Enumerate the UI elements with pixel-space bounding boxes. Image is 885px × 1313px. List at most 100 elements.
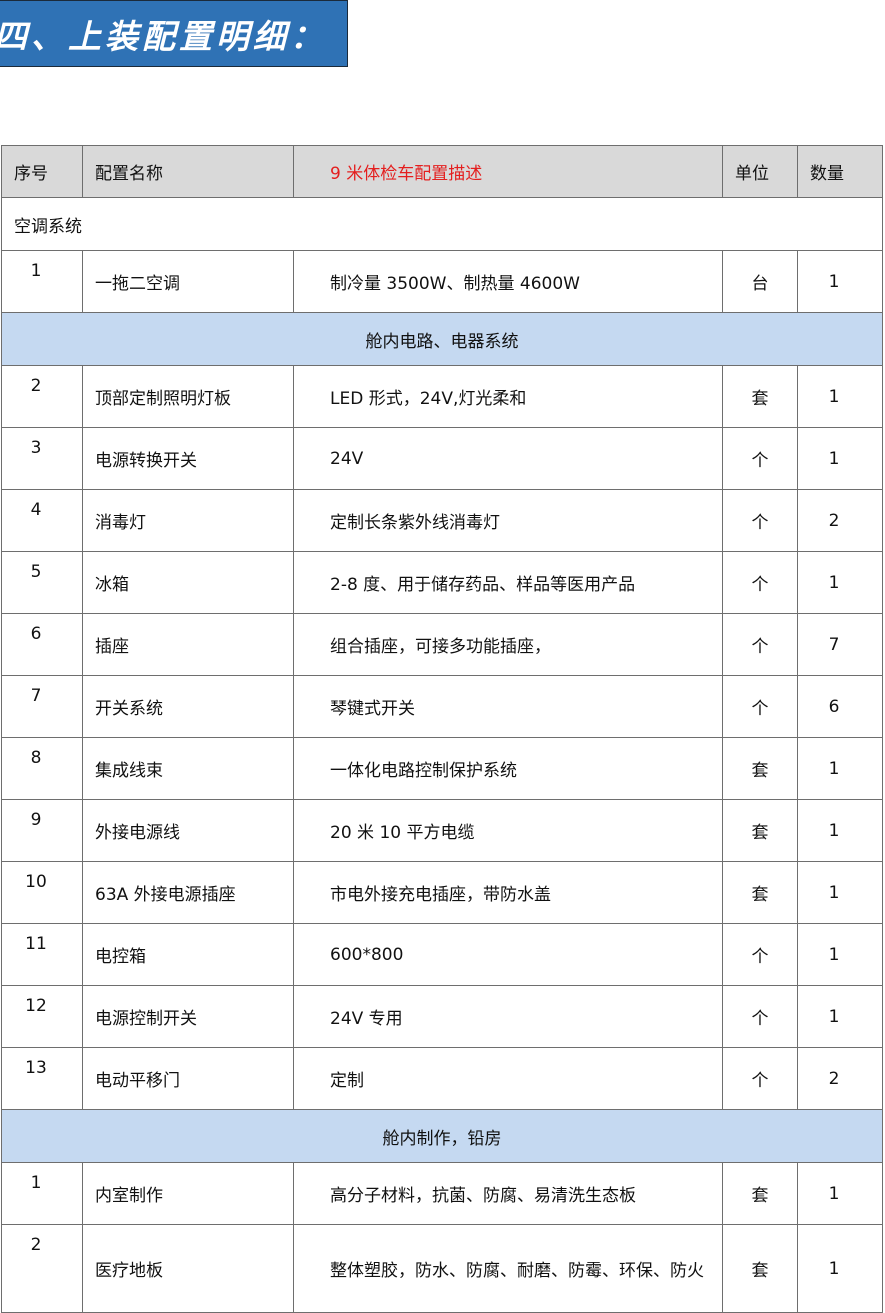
row-index: 8 — [1, 737, 83, 800]
row-name: 电动平移门 — [82, 1047, 294, 1110]
row-quantity: 1 — [797, 1162, 883, 1225]
table-row: 7 开关系统 琴键式开关个 6 — [1, 675, 883, 738]
header-name: 配置名称 — [82, 145, 294, 198]
section-title: 舱内电路、电器系统 — [1, 312, 883, 366]
table-row: 4 消毒灯 定制长条紫外线消毒灯个 2 — [1, 489, 883, 552]
row-description: 定制 — [293, 1047, 723, 1110]
row-unit: 套 — [722, 1162, 798, 1225]
row-index: 4 — [1, 489, 83, 552]
row-name: 医疗地板 — [82, 1224, 294, 1313]
row-quantity: 2 — [797, 1047, 883, 1110]
row-unit: 套 — [722, 1224, 798, 1313]
row-quantity: 1 — [797, 861, 883, 924]
row-index: 11 — [1, 923, 83, 986]
row-index: 10 — [1, 861, 83, 924]
table-header-row: 序号 配置名称 9 米体检车配置描述 单位 数量 — [1, 145, 883, 198]
row-description: 琴键式开关 — [293, 675, 723, 738]
row-description: 600*800 — [293, 923, 723, 986]
row-description: 定制长条紫外线消毒灯 — [293, 489, 723, 552]
row-description: 2-8 度、用于储存药品、样品等医用产品 — [293, 551, 723, 614]
table-row: 12 电源控制开关 24V 专用个 1 — [1, 985, 883, 1048]
row-index: 1 — [1, 250, 83, 313]
row-unit: 个 — [722, 985, 798, 1048]
row-name: 开关系统 — [82, 675, 294, 738]
table-row: 6 插座 组合插座，可接多功能插座，个 7 — [1, 613, 883, 676]
section-row: 舱内制作，铅房 — [1, 1109, 883, 1163]
header-unit: 单位 — [722, 145, 798, 198]
header-quantity: 数量 — [797, 145, 883, 198]
row-description: 制冷量 3500W、制热量 4600W — [293, 250, 723, 313]
table-row: 13 电动平移门 定制个 2 — [1, 1047, 883, 1110]
row-name: 电源转换开关 — [82, 427, 294, 490]
header-index: 序号 — [1, 145, 83, 198]
row-quantity: 1 — [797, 985, 883, 1048]
row-unit: 个 — [722, 1047, 798, 1110]
row-quantity: 6 — [797, 675, 883, 738]
row-description: 整体塑胶，防水、防腐、耐磨、防霉、环保、防火 — [293, 1224, 723, 1313]
row-name: 电源控制开关 — [82, 985, 294, 1048]
table-row: 10 63A 外接电源插座 市电外接充电插座，带防水盖套 1 — [1, 861, 883, 924]
table-row: 5 冰箱 2-8 度、用于储存药品、样品等医用产品个 1 — [1, 551, 883, 614]
row-description: 高分子材料，抗菌、防腐、易清洗生态板 — [293, 1162, 723, 1225]
table-row: 9 外接电源线 20 米 10 平方电缆套 1 — [1, 799, 883, 862]
row-name: 消毒灯 — [82, 489, 294, 552]
row-quantity: 1 — [797, 1224, 883, 1313]
row-unit: 套 — [722, 737, 798, 800]
row-quantity: 1 — [797, 250, 883, 313]
row-quantity: 1 — [797, 365, 883, 428]
row-name: 一拖二空调 — [82, 250, 294, 313]
row-description: 市电外接充电插座，带防水盖 — [293, 861, 723, 924]
row-quantity: 1 — [797, 551, 883, 614]
row-name: 内室制作 — [82, 1162, 294, 1225]
row-description: 组合插座，可接多功能插座， — [293, 613, 723, 676]
section-row: 空调系统 — [1, 197, 883, 251]
row-name: 外接电源线 — [82, 799, 294, 862]
row-unit: 套 — [722, 799, 798, 862]
section-row: 舱内电路、电器系统 — [1, 312, 883, 366]
row-quantity: 1 — [797, 737, 883, 800]
row-unit: 套 — [722, 365, 798, 428]
row-unit: 个 — [722, 923, 798, 986]
table-row: 2 医疗地板 整体塑胶，防水、防腐、耐磨、防霉、环保、防火套 1 — [1, 1224, 883, 1313]
table-row: 1 内室制作 高分子材料，抗菌、防腐、易清洗生态板套 1 — [1, 1162, 883, 1225]
row-quantity: 1 — [797, 923, 883, 986]
row-index: 12 — [1, 985, 83, 1048]
row-unit: 套 — [722, 861, 798, 924]
table-row: 11 电控箱 600*800 个 1 — [1, 923, 883, 986]
row-index: 7 — [1, 675, 83, 738]
row-index: 2 — [1, 365, 83, 428]
row-description: 24V 专用 — [293, 985, 723, 1048]
row-unit: 个 — [722, 551, 798, 614]
banner-title: 四、上装配置明细： — [0, 16, 327, 56]
row-index: 13 — [1, 1047, 83, 1110]
row-quantity: 2 — [797, 489, 883, 552]
row-unit: 个 — [722, 489, 798, 552]
row-quantity: 1 — [797, 427, 883, 490]
table-row: 3 电源转换开关 24V 个 1 — [1, 427, 883, 490]
row-name: 63A 外接电源插座 — [82, 861, 294, 924]
section-banner: 四、上装配置明细： — [0, 0, 348, 67]
row-name: 插座 — [82, 613, 294, 676]
row-description: 24V — [293, 427, 723, 490]
row-quantity: 1 — [797, 799, 883, 862]
row-description: LED 形式，24V,灯光柔和 — [293, 365, 723, 428]
row-index: 1 — [1, 1162, 83, 1225]
row-index: 5 — [1, 551, 83, 614]
section-title: 舱内制作，铅房 — [1, 1109, 883, 1163]
row-unit: 个 — [722, 675, 798, 738]
row-name: 冰箱 — [82, 551, 294, 614]
table-row: 8 集成线束 一体化电路控制保护系统套 1 — [1, 737, 883, 800]
section-title: 空调系统 — [1, 197, 883, 251]
row-unit: 个 — [722, 427, 798, 490]
row-quantity: 7 — [797, 613, 883, 676]
row-unit: 台 — [722, 250, 798, 313]
row-unit: 个 — [722, 613, 798, 676]
row-index: 9 — [1, 799, 83, 862]
row-index: 6 — [1, 613, 83, 676]
table-row: 2 顶部定制照明灯板 LED 形式，24V,灯光柔和套 1 — [1, 365, 883, 428]
row-index: 3 — [1, 427, 83, 490]
table-row: 1 一拖二空调 制冷量 3500W、制热量 4600W 台 1 — [1, 250, 883, 313]
config-table: 序号 配置名称 9 米体检车配置描述 单位 数量 空调系统 1 一拖二空调 制冷量 3… — [1, 145, 883, 1313]
row-name: 集成线束 — [82, 737, 294, 800]
row-description: 20 米 10 平方电缆 — [293, 799, 723, 862]
